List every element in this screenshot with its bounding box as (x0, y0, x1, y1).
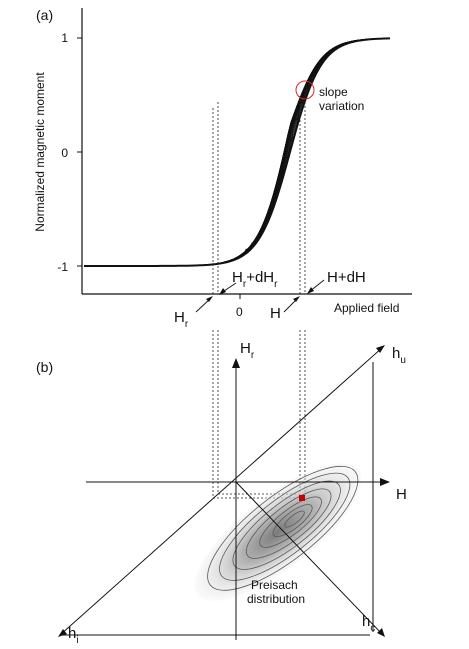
panel-b-guides (212, 330, 306, 500)
hc-arrow-head (377, 628, 385, 637)
h-label: H (270, 305, 281, 322)
forc-curve (84, 37, 391, 267)
forc-curve (84, 38, 390, 267)
preisach-contour (259, 496, 322, 548)
forc-curve (84, 38, 390, 267)
forc-curve (84, 37, 390, 267)
forc-curve (84, 38, 390, 267)
forc-curve (84, 38, 390, 267)
forc-curve (84, 38, 390, 267)
distribution-label-line2: distribution (247, 592, 305, 606)
hdh-label: H+dH (327, 269, 366, 286)
y-axis-title: Normalized magnetic moment (33, 72, 47, 232)
forc-curve (84, 38, 390, 267)
preisach-contour (219, 472, 351, 581)
h-axis-arrow (380, 478, 390, 486)
forc-curve (84, 38, 390, 267)
forc-curve (84, 37, 391, 267)
forc-curve (84, 38, 390, 267)
hr-label: Hr (174, 309, 189, 330)
forc-curve (84, 38, 390, 267)
forc-curve (84, 38, 390, 267)
preisach-plane (59, 346, 384, 636)
forc-curve (84, 38, 390, 267)
forc-curve (84, 38, 390, 267)
hr-dhr-arrow-head (219, 288, 226, 295)
hr-arrow-head (206, 296, 213, 302)
hu-hi-line (59, 346, 384, 636)
hc-label: hc (362, 613, 375, 634)
hc-line (235, 481, 384, 636)
forc-curve (84, 37, 391, 267)
forc-curve (84, 38, 390, 267)
forc-curve (84, 38, 390, 267)
forc-curve (84, 38, 390, 267)
forc-curve (84, 37, 390, 267)
hr-axis-label: Hr (240, 340, 255, 361)
panel-a-guides (212, 90, 306, 294)
slope-note-line2: variation (319, 99, 364, 113)
hi-arrow-head (58, 629, 67, 637)
hu-arrow-head (376, 345, 385, 353)
major-loop-branch (84, 37, 390, 267)
forc-curve (84, 37, 391, 267)
distribution-label-line1: Preisach (251, 578, 298, 592)
slope-variation-circle (295, 80, 315, 100)
y-tick-label-1: 1 (61, 31, 68, 45)
x-tick-label-zero: 0 (236, 305, 243, 319)
hr-h-point (299, 495, 305, 501)
forc-curve (84, 37, 390, 267)
preisach-contour (272, 504, 313, 538)
preisach-contour (245, 488, 332, 559)
slope-note-line1: slope (319, 85, 348, 99)
forc-curve (84, 38, 390, 267)
x-axis-title: Applied field (334, 301, 399, 315)
hr-dhr-label: Hr+dHr (232, 269, 278, 290)
panel-b-label: (b) (36, 359, 53, 375)
hu-label: hu (392, 345, 406, 366)
preisach-contour (207, 465, 359, 591)
forc-curve (84, 37, 391, 267)
hi-label: hi (68, 625, 79, 646)
forc-curve (84, 38, 390, 267)
forc-curve (84, 38, 390, 267)
forc-curve (84, 38, 390, 267)
panel-a-label: (a) (36, 7, 53, 23)
hr-axis-arrow (232, 358, 240, 368)
h-axis-label: H (396, 486, 407, 503)
forc-curve (84, 38, 390, 267)
forc-curve (84, 38, 390, 267)
hdh-arrow-head (307, 287, 314, 294)
forc-curve (84, 38, 390, 267)
forc-curve (84, 37, 390, 267)
y-tick-label-0: 0 (61, 146, 68, 160)
preisach-contour (232, 480, 341, 570)
forc-curve (84, 37, 391, 267)
forc-curve (84, 38, 390, 267)
h-arrow-head (293, 296, 300, 302)
forc-curves (84, 37, 391, 267)
preisach-contour (284, 510, 305, 528)
forc-curve (84, 38, 390, 267)
y-tick-label-minus1: -1 (57, 260, 68, 274)
forc-curve (84, 37, 391, 267)
forc-curve (84, 38, 390, 267)
forc-curve (84, 38, 390, 267)
forc-curve (84, 38, 390, 267)
